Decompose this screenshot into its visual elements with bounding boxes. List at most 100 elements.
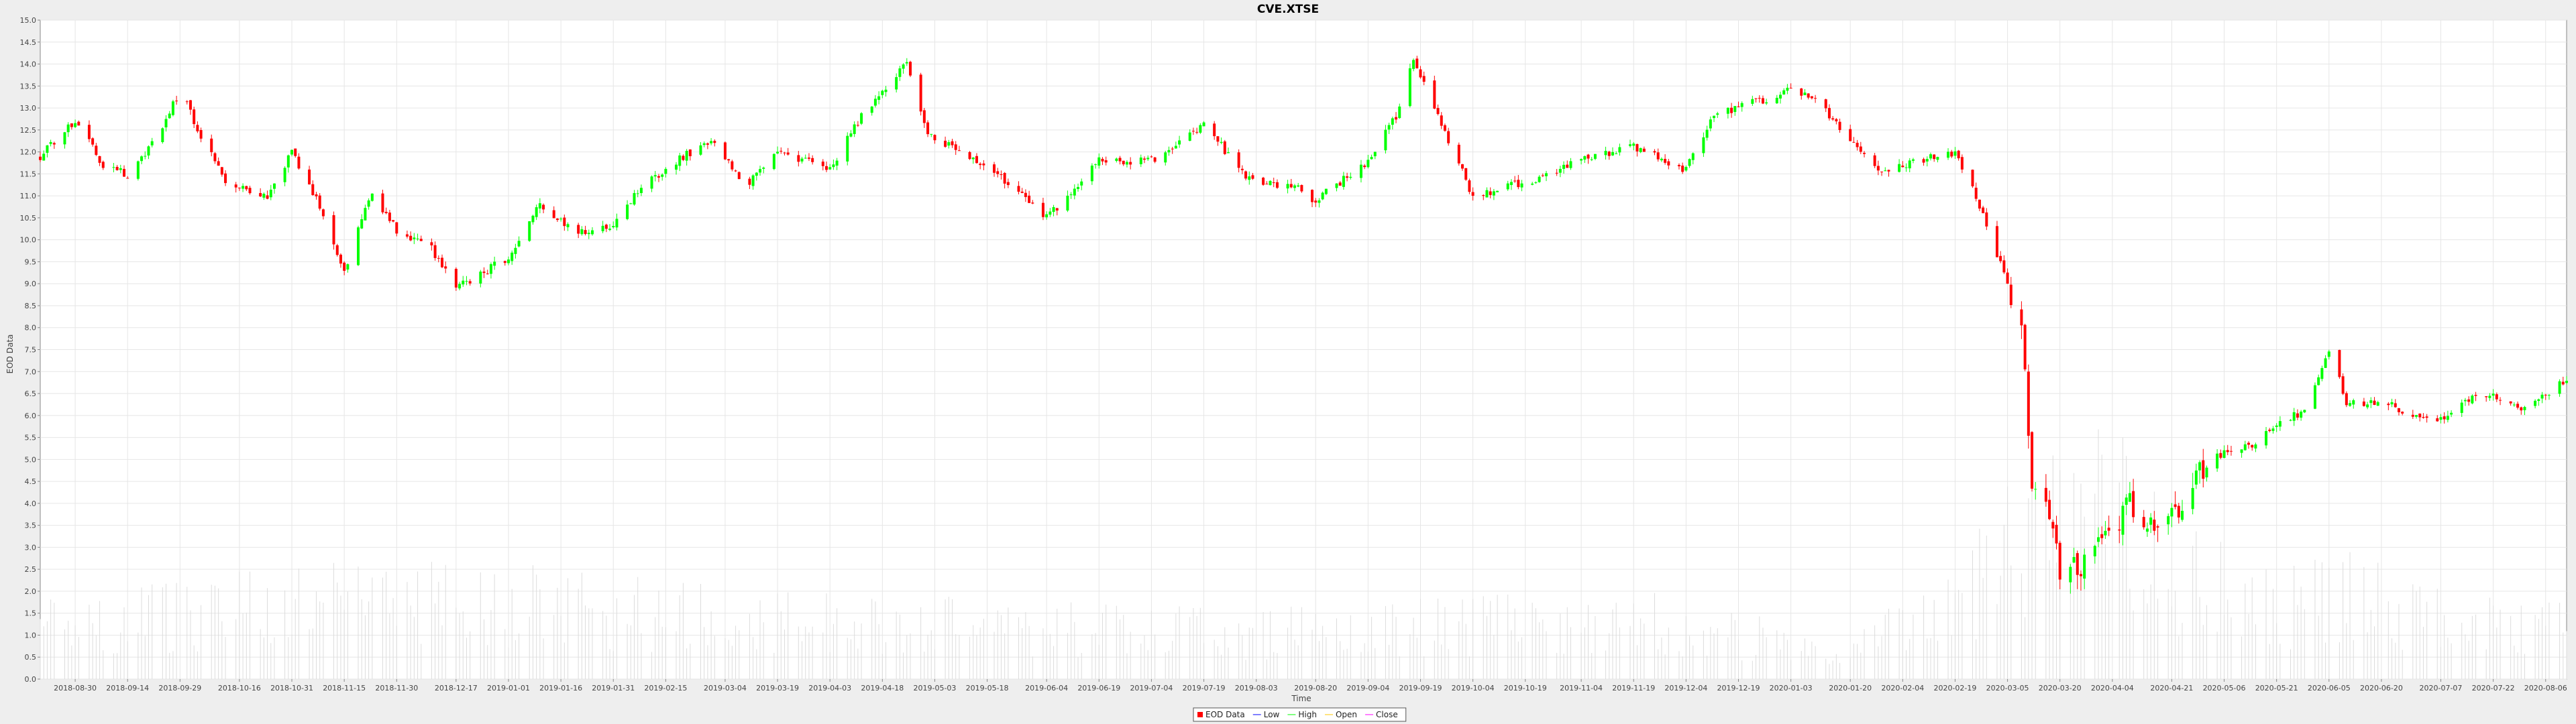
candle-body	[1489, 191, 1492, 195]
x-tick-label: 2018-08-30	[54, 684, 97, 692]
candle-body	[678, 155, 682, 166]
candle-body	[951, 141, 954, 145]
candle-body	[2349, 403, 2352, 406]
candle-body	[786, 152, 790, 155]
candle-body	[413, 237, 416, 239]
candle-body	[2415, 415, 2418, 417]
candle-body	[2009, 284, 2012, 306]
candle-body	[1779, 95, 1782, 99]
x-tick-label: 2020-06-05	[2308, 684, 2351, 692]
candle-body	[2268, 429, 2271, 431]
candle-body	[1509, 182, 1513, 185]
candle-body	[1933, 154, 1936, 160]
candle-body	[982, 163, 985, 166]
candle-body	[136, 161, 140, 179]
candle-body	[1195, 131, 1199, 133]
candle-body	[2149, 517, 2153, 525]
candle-body	[615, 219, 619, 228]
candle-body	[2341, 376, 2345, 394]
candle-body	[2069, 566, 2072, 583]
candle-body	[639, 188, 643, 194]
candle-body	[346, 264, 350, 270]
candle-body	[1244, 171, 1248, 179]
candle-body	[2048, 499, 2051, 520]
candle-body	[1566, 164, 1569, 168]
candle-body	[123, 168, 126, 177]
candle-body	[1150, 156, 1153, 158]
candle-body	[1324, 188, 1328, 194]
candle-body	[737, 172, 741, 180]
y-tick-label: 8.0	[25, 324, 37, 333]
y-tick-label: 15.0	[20, 16, 37, 25]
legend-box	[1193, 707, 1407, 722]
candle-body	[2023, 324, 2027, 369]
candle-body	[1440, 115, 1443, 126]
y-tick-label: 0.0	[25, 675, 37, 684]
candle-body	[2422, 416, 2425, 418]
candle-body	[168, 113, 171, 119]
candle-body	[1412, 60, 1415, 69]
x-tick-label: 2018-11-15	[323, 684, 366, 692]
candle-body	[1422, 76, 1426, 82]
candle-body	[1733, 106, 1737, 113]
candle-body	[535, 207, 538, 217]
candle-body	[1513, 180, 1517, 182]
x-tick-label: 2019-11-19	[1612, 684, 1655, 692]
gridlines	[40, 19, 2567, 680]
candle-body	[2275, 425, 2278, 427]
candle-body	[2142, 517, 2145, 528]
y-tick-label: 11.0	[20, 192, 37, 200]
candle-body	[1957, 150, 1960, 159]
candle-body	[2121, 505, 2125, 535]
candle-body	[1433, 80, 1436, 109]
candle-body	[77, 121, 80, 126]
candle-body	[1656, 152, 1660, 160]
candle-body	[2401, 412, 2404, 414]
candle-body	[87, 125, 91, 139]
candle-body	[384, 211, 388, 213]
candle-body	[1995, 226, 1998, 257]
candle-body	[1419, 69, 1422, 78]
y-tick-label: 11.5	[20, 170, 37, 178]
candle-body	[1122, 160, 1125, 165]
candle-body	[1929, 154, 1932, 159]
candle-body	[2495, 394, 2498, 400]
candle-body	[688, 149, 692, 157]
candle-body	[2509, 401, 2512, 404]
candle-body	[538, 203, 541, 209]
candle-body	[776, 152, 780, 154]
candle-body	[2467, 399, 2471, 402]
candle-body	[161, 128, 164, 142]
candle-body	[1971, 170, 1974, 186]
candle-body	[1069, 194, 1073, 195]
candle-body	[566, 224, 570, 227]
candle-body	[2229, 450, 2233, 452]
candle-body	[2394, 403, 2397, 408]
candle-body	[2170, 507, 2174, 517]
candle-body	[2265, 431, 2268, 446]
candle-body	[811, 158, 814, 162]
candle-body	[479, 272, 482, 284]
candle-body	[2167, 516, 2170, 525]
candle-body	[1520, 183, 1523, 188]
candle-body	[1856, 142, 1859, 147]
y-tick-label: 1.5	[25, 609, 37, 618]
x-tick-label: 2019-10-19	[1504, 684, 1547, 692]
x-tick-label: 2019-01-01	[487, 684, 530, 692]
candle-body	[1849, 129, 1852, 141]
legend-swatch	[1197, 712, 1203, 717]
x-tick-label: 2020-07-22	[2472, 684, 2515, 692]
candle-body	[1318, 200, 1321, 203]
candle-body	[1314, 200, 1318, 203]
candle-body	[315, 194, 318, 196]
candle-body	[1953, 151, 1957, 156]
candle-body	[1055, 208, 1059, 211]
candle-body	[419, 239, 423, 241]
candle-body	[2020, 309, 2023, 326]
candle-body	[248, 188, 252, 194]
candle-body	[926, 122, 930, 135]
candle-body	[902, 64, 905, 69]
candle-body	[91, 138, 95, 145]
candle-body	[2491, 394, 2495, 396]
